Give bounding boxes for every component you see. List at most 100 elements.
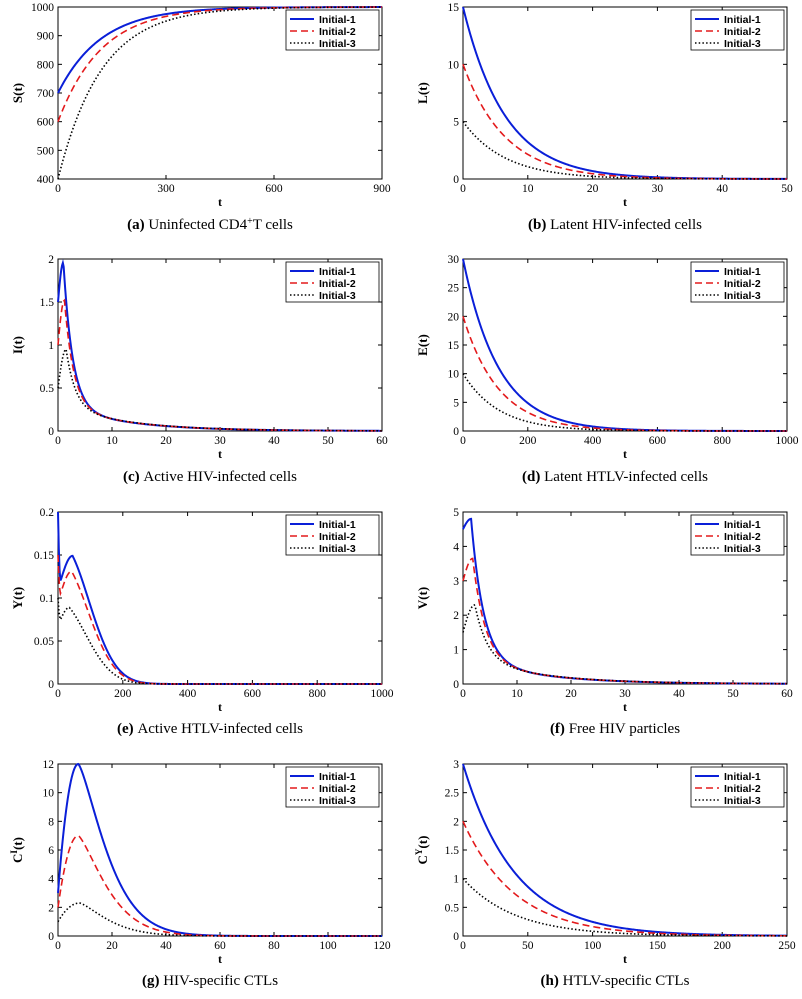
subfigure-caption: (f) Free HIV particles xyxy=(550,721,680,737)
legend-label: Initial-3 xyxy=(724,795,761,807)
x-tick-label: 400 xyxy=(584,435,602,447)
y-tick-label: 0 xyxy=(453,931,459,943)
x-tick-label: 10 xyxy=(511,688,523,700)
y-tick-label: 800 xyxy=(37,59,55,71)
x-tick-label: 20 xyxy=(565,688,577,700)
y-axis-label: S(t) xyxy=(10,83,25,103)
subfigure-caption: (d) Latent HTLV-infected cells xyxy=(522,469,708,485)
subfigure-caption: (h) HTLV-specific CTLs xyxy=(541,973,690,989)
x-tick-label: 0 xyxy=(55,183,61,195)
y-tick-label: 600 xyxy=(37,117,55,129)
y-tick-label: 8 xyxy=(48,816,54,828)
x-tick-label: 20 xyxy=(160,435,172,447)
y-tick-label: 10 xyxy=(448,59,460,71)
x-tick-label: 1000 xyxy=(776,435,799,447)
series-line-initial-3 xyxy=(462,603,788,685)
legend-label: Initial-3 xyxy=(319,795,356,807)
y-axis-label: CY(t) xyxy=(414,836,430,865)
y-tick-label: 15 xyxy=(448,2,460,14)
x-tick-label: 200 xyxy=(519,435,537,447)
x-tick-label: 80 xyxy=(268,940,280,952)
x-tick-label: 50 xyxy=(727,688,739,700)
y-tick-label: 1000 xyxy=(31,2,54,14)
x-tick-label: 300 xyxy=(157,183,175,195)
y-tick-label: 900 xyxy=(37,31,55,43)
y-tick-label: 2 xyxy=(453,816,459,828)
y-tick-label: 25 xyxy=(448,283,460,295)
y-tick-label: 0 xyxy=(453,679,459,691)
y-axis-label: V(t) xyxy=(415,587,430,609)
x-tick-label: 60 xyxy=(376,435,388,447)
x-tick-label: 20 xyxy=(587,183,599,195)
y-tick-label: 2.5 xyxy=(445,788,460,800)
x-tick-label: 40 xyxy=(268,435,280,447)
legend-label: Initial-2 xyxy=(724,278,761,290)
y-tick-label: 20 xyxy=(448,311,460,323)
x-tick-label: 10 xyxy=(106,435,118,447)
y-tick-label: 3 xyxy=(453,759,459,771)
series-line-initial-2 xyxy=(462,820,787,937)
y-tick-label: 0 xyxy=(48,679,54,691)
panel-b: 0 10 20 30 40 50 0 5 10 15 t L(t) Initial-1Initial-2… xyxy=(415,2,793,233)
legend-label: Initial-2 xyxy=(319,783,356,795)
series-line-initial-3 xyxy=(57,902,382,937)
legend-label: Initial-2 xyxy=(319,531,356,543)
subfigure-caption: (b) Latent HIV-infected cells xyxy=(528,217,702,233)
y-tick-label: 0.05 xyxy=(34,636,54,648)
x-tick-label: 0 xyxy=(460,435,466,447)
y-tick-label: 10 xyxy=(448,369,460,381)
x-tick-label: 120 xyxy=(373,940,391,952)
y-tick-label: 400 xyxy=(37,174,55,186)
y-tick-label: 15 xyxy=(448,340,460,352)
legend-label: Initial-3 xyxy=(319,543,356,555)
legend-label: Initial-2 xyxy=(724,26,761,38)
y-tick-label: 0.5 xyxy=(40,383,55,395)
x-axis-label: t xyxy=(218,195,222,209)
y-tick-label: 0 xyxy=(453,426,459,438)
y-tick-label: 700 xyxy=(37,88,55,100)
panel-a: 0 300 600 900 400 500 600 700 800 900 1000 t S(t) Ini… xyxy=(10,2,391,233)
legend-label: Initial-2 xyxy=(724,531,761,543)
y-tick-label: 2 xyxy=(453,610,459,622)
x-axis-label: t xyxy=(218,952,222,966)
series-line-initial-3 xyxy=(57,348,383,432)
y-tick-label: 1 xyxy=(453,645,459,657)
x-tick-label: 50 xyxy=(522,940,534,952)
panel-g: 0 20 40 60 80 100 120024681012tCI(t)Initial-1I… xyxy=(9,759,391,989)
x-tick-label: 100 xyxy=(584,940,602,952)
y-tick-label: 1.5 xyxy=(40,297,55,309)
y-axis-label: Y(t) xyxy=(10,587,25,609)
series-line-initial-3 xyxy=(57,597,382,685)
x-tick-label: 50 xyxy=(781,183,793,195)
series-line-initial-2 xyxy=(462,64,787,180)
x-tick-label: 250 xyxy=(778,940,796,952)
x-tick-label: 60 xyxy=(781,688,793,700)
x-tick-label: 150 xyxy=(649,940,667,952)
x-tick-label: 900 xyxy=(373,183,391,195)
x-tick-label: 0 xyxy=(460,940,466,952)
x-tick-label: 0 xyxy=(55,688,61,700)
y-tick-label: 3 xyxy=(453,576,459,588)
y-tick-label: 0.1 xyxy=(40,593,55,605)
y-axis-label: I(t) xyxy=(10,336,25,354)
x-axis-label: t xyxy=(623,952,627,966)
x-axis-label: t xyxy=(218,700,222,714)
x-tick-label: 0 xyxy=(55,435,61,447)
y-tick-label: 500 xyxy=(37,145,55,157)
x-tick-label: 20 xyxy=(106,940,118,952)
legend-label: Initial-1 xyxy=(724,771,761,783)
x-axis-label: t xyxy=(623,447,627,461)
subfigure-caption: (e) Active HTLV-infected cells xyxy=(117,721,303,737)
y-tick-label: 12 xyxy=(43,759,55,771)
x-tick-label: 30 xyxy=(214,435,226,447)
y-tick-label: 30 xyxy=(448,254,460,266)
x-tick-label: 400 xyxy=(179,688,197,700)
legend-label: Initial-1 xyxy=(319,14,356,26)
legend-label: Initial-2 xyxy=(319,278,356,290)
